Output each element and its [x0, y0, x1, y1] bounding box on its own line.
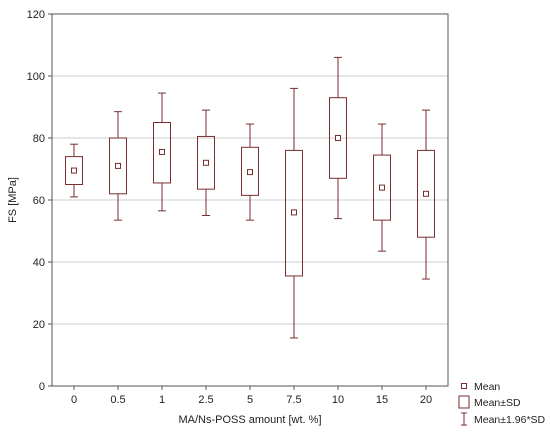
y-axis-label: FS [MPa]: [7, 177, 19, 223]
x-axis-ticks: 0 0.5 1 2.5 5 7.5 10 15 20: [71, 386, 432, 406]
box-group: [153, 92, 171, 212]
mean-marker: [379, 184, 385, 191]
sd-box: [153, 122, 171, 184]
sd-box: [417, 149, 435, 238]
x-tick-label: 5: [247, 394, 253, 406]
box-group: [417, 109, 435, 280]
box-group: [329, 56, 347, 220]
x-tick-label: 10: [332, 394, 344, 406]
legend-sd-symbol: [458, 395, 470, 409]
x-tick-label: 15: [376, 394, 388, 406]
y-tick-label: 40: [33, 257, 45, 269]
legend-label: Mean±1.96*SD: [474, 414, 546, 426]
box-group: [241, 123, 259, 221]
x-tick-label: 7.5: [286, 394, 301, 406]
y-axis-ticks: 0 20 40 60 80 100 120: [27, 9, 52, 393]
y-tick-label: 20: [33, 319, 45, 331]
mean-marker: [335, 135, 341, 141]
x-tick-label: 20: [420, 394, 432, 406]
sd-box: [109, 137, 127, 195]
mean-marker: [71, 167, 77, 174]
mean-marker: [291, 209, 297, 216]
box-group: [373, 123, 391, 252]
x-tick-label: 0.5: [110, 394, 125, 406]
x-axis-label: MA/Ns-POSS amount [wt. %]: [178, 414, 321, 426]
sd-box: [373, 154, 391, 221]
sd-box: [65, 156, 83, 186]
legend-label: Mean±SD: [474, 397, 521, 409]
box-group: [109, 111, 127, 221]
y-tick-label: 0: [39, 381, 45, 393]
mean-marker: [423, 190, 429, 197]
box-group: [197, 109, 215, 216]
y-tick-label: 120: [27, 9, 45, 21]
y-tick-label: 100: [27, 71, 45, 83]
y-tick-label: 60: [33, 195, 45, 207]
box-group: [65, 143, 83, 198]
sd-box: [329, 97, 347, 179]
sd-box: [241, 146, 259, 196]
legend-mean-symbol: [461, 383, 467, 389]
mean-marker: [203, 159, 209, 166]
mean-marker: [247, 169, 253, 176]
sd-box: [285, 149, 303, 277]
legend-label: Mean: [474, 381, 500, 393]
plot-frame: [51, 13, 449, 387]
x-tick-label: 2.5: [198, 394, 213, 406]
y-tick-label: 80: [33, 133, 45, 145]
box-group: [285, 87, 303, 339]
mean-marker: [115, 162, 121, 169]
box-series: [65, 56, 435, 339]
x-tick-label: 1: [159, 394, 165, 406]
x-tick-label: 0: [71, 394, 77, 406]
mean-marker: [159, 148, 165, 155]
sd-box: [197, 135, 215, 190]
legend: Mean Mean±SD Mean±1.96*SD: [458, 381, 546, 426]
